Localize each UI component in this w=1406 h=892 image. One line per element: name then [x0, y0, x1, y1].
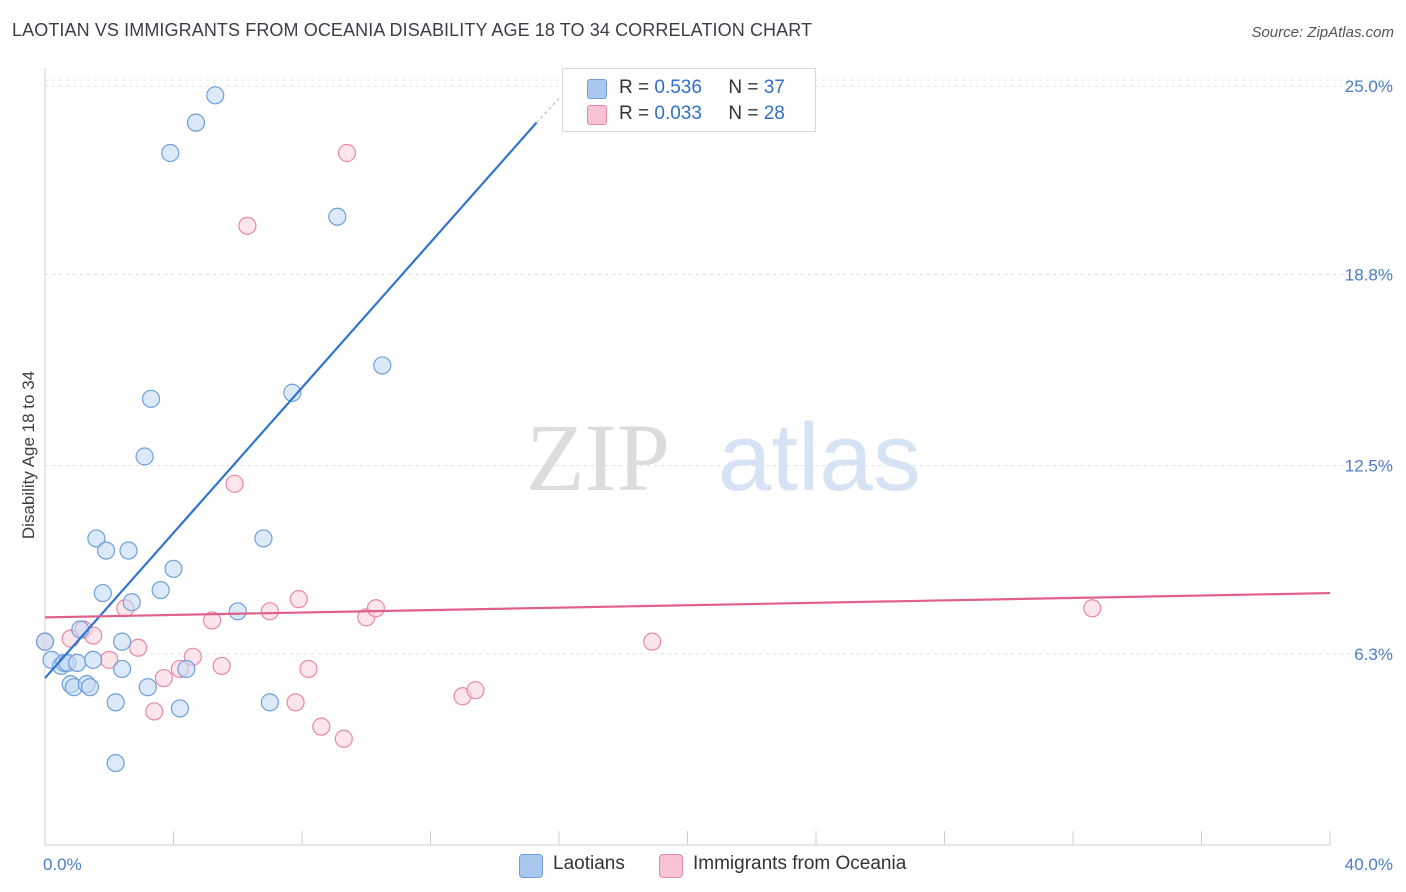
- point-laotians: [177, 659, 196, 679]
- point-laotians: [254, 529, 273, 548]
- trend-line-oceania: [44, 591, 1331, 619]
- bottom-legend-label: Immigrants from Oceania: [693, 853, 907, 874]
- point-laotians: [93, 583, 112, 603]
- y-tick-label: 6.3%: [1354, 645, 1393, 664]
- legend-swatch-oceania: [587, 105, 607, 125]
- point-oceania: [260, 602, 279, 621]
- legend-n-label: N =: [728, 103, 759, 124]
- point-oceania: [366, 599, 385, 618]
- x-tick-label: 40.0%: [1345, 855, 1393, 874]
- point-laotians: [87, 529, 106, 548]
- point-laotians: [106, 693, 125, 712]
- trend-lines: [44, 97, 1331, 679]
- point-laotians: [35, 632, 55, 651]
- y-tick-label: 25.0%: [1345, 77, 1393, 96]
- point-laotians: [135, 447, 154, 466]
- legend-r-value: 0.033: [654, 103, 702, 124]
- y-tick-label: 12.5%: [1345, 457, 1393, 476]
- point-oceania: [334, 729, 353, 748]
- bottom-legend-swatch-oceania: [659, 854, 683, 878]
- point-laotians: [68, 653, 87, 672]
- point-laotians: [112, 659, 132, 679]
- point-oceania: [225, 474, 244, 493]
- trend-line-extension: [536, 97, 560, 124]
- point-oceania: [154, 668, 173, 688]
- point-laotians: [96, 541, 116, 560]
- point-oceania: [466, 681, 485, 700]
- data-points: [35, 86, 1102, 773]
- point-laotians: [206, 86, 225, 105]
- point-oceania: [299, 659, 318, 679]
- point-oceania: [286, 693, 305, 712]
- point-laotians: [161, 143, 180, 163]
- point-laotians: [119, 541, 138, 560]
- legend-swatch-laotians: [587, 79, 607, 99]
- point-oceania: [202, 611, 222, 630]
- legend-r-label: R =: [619, 77, 650, 98]
- point-oceania: [1083, 599, 1102, 618]
- point-laotians: [80, 678, 100, 697]
- point-laotians: [112, 632, 132, 651]
- point-laotians: [164, 559, 183, 578]
- point-laotians: [373, 356, 392, 375]
- point-laotians: [328, 207, 347, 226]
- point-oceania: [145, 702, 164, 721]
- point-laotians: [283, 383, 302, 402]
- point-laotians: [170, 699, 190, 718]
- point-laotians: [138, 678, 157, 697]
- point-laotians: [151, 580, 170, 600]
- correlation-legend: R = 0.536 N = 37 R = 0.033 N = 28: [562, 68, 816, 132]
- x-tick-label: 0.0%: [43, 855, 82, 874]
- point-laotians: [122, 593, 141, 612]
- point-laotians: [71, 620, 90, 639]
- point-oceania: [337, 143, 357, 163]
- point-laotians: [106, 753, 125, 773]
- y-tick-label: 18.8%: [1345, 265, 1393, 284]
- point-oceania: [643, 632, 662, 651]
- point-oceania: [212, 656, 231, 676]
- trend-line-laotians: [44, 121, 538, 679]
- axes: [44, 68, 1331, 846]
- bottom-legend-label: Laotians: [553, 853, 625, 874]
- watermark-zip: ZIP: [526, 404, 670, 511]
- point-oceania: [312, 717, 331, 736]
- x-tick-labels: 0.0% 40.0%: [43, 855, 1393, 874]
- chart-title: LAOTIAN VS IMMIGRANTS FROM OCEANIA DISAB…: [12, 20, 813, 40]
- legend-n-label: N =: [728, 77, 759, 98]
- point-oceania: [289, 590, 308, 609]
- watermark-atlas: atlas: [718, 404, 921, 511]
- point-laotians: [260, 693, 279, 712]
- point-laotians: [84, 650, 103, 669]
- point-laotians: [186, 113, 206, 132]
- point-laotians: [228, 602, 247, 621]
- bottom-legend-swatch-laotians: [519, 854, 543, 878]
- point-oceania: [129, 638, 148, 657]
- legend-r-value: 0.536: [654, 77, 702, 98]
- gridlines: [45, 79, 1392, 655]
- point-oceania: [238, 216, 257, 235]
- legend-n-value: 37: [763, 77, 785, 98]
- point-laotians: [141, 389, 161, 408]
- legend-n-value: 28: [763, 103, 785, 124]
- y-tick-labels: 6.3% 12.5% 18.8% 25.0%: [1345, 77, 1393, 664]
- y-axis-label: Disability Age 18 to 34: [19, 371, 38, 539]
- legend-r-label: R =: [619, 103, 650, 124]
- source-credit: Source: ZipAtlas.com: [1251, 24, 1394, 41]
